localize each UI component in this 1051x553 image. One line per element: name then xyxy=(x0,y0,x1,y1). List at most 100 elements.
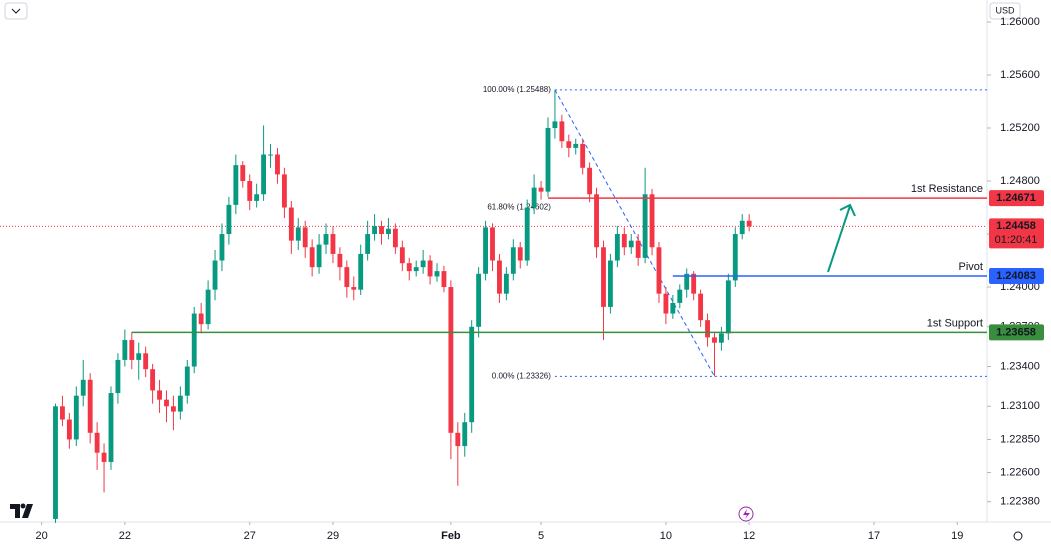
candle-body xyxy=(448,287,454,433)
candle-body xyxy=(580,143,586,168)
x-tick-label: Feb xyxy=(441,530,461,542)
candle-body xyxy=(691,273,697,294)
candle-body xyxy=(406,263,412,272)
candle-body xyxy=(705,320,710,338)
candle-body xyxy=(594,194,599,248)
candle-body xyxy=(434,271,440,277)
candle-body xyxy=(365,234,371,254)
candle-body xyxy=(170,406,176,412)
fib-label: 100.00% (1.25488) xyxy=(483,85,551,94)
candle-body xyxy=(164,399,169,407)
currency-label: USD xyxy=(995,5,1015,15)
candle-body xyxy=(531,187,537,208)
candle-body xyxy=(392,228,398,248)
x-tick-label: 20 xyxy=(35,530,47,542)
candle-body xyxy=(559,121,565,142)
candle-body xyxy=(427,260,433,277)
candle-body xyxy=(122,340,128,360)
candle-body xyxy=(73,395,79,440)
candle-body xyxy=(247,181,253,201)
candle-body xyxy=(399,247,405,264)
candle-body xyxy=(316,244,322,268)
candle-body xyxy=(136,353,142,360)
candle-body xyxy=(642,194,648,258)
candle-body xyxy=(684,273,690,290)
candle-body xyxy=(663,293,669,314)
y-tick-label: 1.23400 xyxy=(1000,360,1040,372)
x-tick-label: 12 xyxy=(743,530,755,542)
candle-body xyxy=(573,143,579,148)
candle-body xyxy=(268,154,273,156)
candle-body xyxy=(712,337,717,343)
candle-body xyxy=(275,154,280,175)
candle-body xyxy=(386,228,391,235)
candle-body xyxy=(601,247,606,307)
candle-body xyxy=(101,452,107,462)
candle-body xyxy=(441,271,447,288)
candle-body xyxy=(656,247,662,294)
current-price-tag xyxy=(989,218,1044,249)
fib-label: 0.00% (1.23326) xyxy=(492,371,551,380)
candle-body xyxy=(725,280,731,334)
tv-logo xyxy=(10,503,33,518)
candle-body xyxy=(240,165,246,182)
candle-body xyxy=(226,204,232,235)
candle-body xyxy=(261,154,267,195)
y-tick-label: 1.23100 xyxy=(1000,400,1040,412)
candle-body xyxy=(510,247,516,274)
candle-body xyxy=(53,406,58,519)
current-price-label: 1.24458 xyxy=(996,220,1036,232)
candle-body xyxy=(108,393,114,462)
candle-body xyxy=(614,234,620,261)
price-tag xyxy=(989,190,1044,207)
candle-body xyxy=(545,128,551,192)
x-tick-label: 10 xyxy=(660,530,672,542)
candle-body xyxy=(538,187,544,192)
candle-body xyxy=(462,422,468,447)
candle-body xyxy=(337,253,343,268)
candle-body xyxy=(302,227,308,248)
candle-body xyxy=(372,226,378,235)
candle-body xyxy=(254,194,260,201)
y-tick-label: 1.22380 xyxy=(1000,496,1040,508)
candle-body xyxy=(80,379,86,396)
y-tick-label: 1.26000 xyxy=(1000,16,1040,28)
collapse-button[interactable] xyxy=(4,2,28,20)
x-tick-label: 17 xyxy=(868,530,880,542)
x-tick-label: 27 xyxy=(244,530,256,542)
price-tag xyxy=(989,268,1044,285)
price-tag-label: 1.24671 xyxy=(996,192,1036,204)
candle-body xyxy=(746,220,752,227)
lightning xyxy=(743,509,750,519)
candle-body xyxy=(309,247,315,268)
candle-body xyxy=(87,379,93,433)
level-name: 1st Support xyxy=(927,317,983,329)
candle-body xyxy=(205,289,211,325)
candle-body xyxy=(517,247,523,261)
price-tag-label: 1.24083 xyxy=(996,270,1036,282)
candle-body xyxy=(698,293,704,321)
candle-body xyxy=(566,141,572,148)
candle-body xyxy=(420,260,426,268)
candle-body xyxy=(670,302,676,314)
candle-body xyxy=(184,366,190,396)
candle-body xyxy=(677,289,683,303)
candle-body xyxy=(628,240,634,248)
fib-trend xyxy=(554,89,715,377)
candle-body xyxy=(94,432,100,453)
candle-body xyxy=(281,174,287,208)
settings-icon[interactable] xyxy=(1013,531,1023,541)
chevron-icon xyxy=(11,8,21,14)
candle-body xyxy=(323,234,329,245)
fib-label: 61.80% (1.24602) xyxy=(487,202,551,211)
x-tick-label: 19 xyxy=(951,530,963,542)
price-tag-label: 1.23658 xyxy=(996,326,1036,338)
candle-body xyxy=(143,353,149,370)
candle-body xyxy=(115,359,121,394)
y-tick-label: 1.25600 xyxy=(1000,69,1040,81)
currency-button[interactable] xyxy=(989,2,1021,20)
candle-body xyxy=(607,260,613,307)
candle-body xyxy=(718,333,724,343)
y-tick-label: 1.22600 xyxy=(1000,466,1040,478)
